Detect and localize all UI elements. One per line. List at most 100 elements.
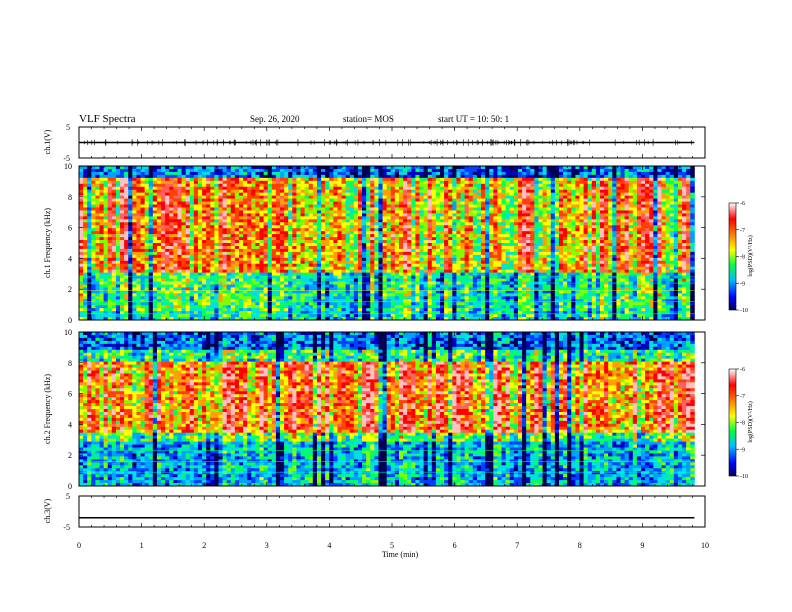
ch1-spectrogram-cell [390,195,396,199]
ch1-spectrogram-cell [292,213,297,217]
ch1-spectrogram-cell [206,299,211,303]
ch1-spectrogram-cell [341,275,347,279]
ch1-spectrogram-cell [415,234,420,238]
ch1-spectrogram-cell [386,195,392,199]
ch1-spectrogram-cell [325,243,330,247]
ch1-spectrogram-cell [329,210,334,214]
ch1-spectrogram-cell [349,189,355,194]
ch1-spectrogram-cell [111,266,117,271]
ch1-spectrogram-cell [333,183,338,188]
ch1-spectrogram-cell [321,248,326,253]
ch1-spectrogram-cell [288,231,293,235]
ch1-spectrogram-cell [144,210,150,214]
ch1-spectrogram-cell [132,317,137,321]
ch1-spectrogram-cell [189,171,195,176]
ch1-spectrogram-cell [333,195,338,199]
ch1-spectrogram-cell [411,248,416,253]
ch1-spectrogram-cell [390,168,396,173]
ch1-spectrogram-cell [111,228,117,232]
ch1-spectrogram-cell [415,266,420,271]
ch1-spectrogram-cell [325,299,330,303]
ch1-spectrogram-cell [259,180,265,185]
ch1-spectrogram-cell [407,293,412,297]
ch1-spectrogram-cell [214,204,219,208]
ch1-spectrogram-cell [103,213,109,217]
ch1-spectrogram-cell [136,311,141,315]
ch1-spectrogram-cell [275,290,281,294]
ch1-spectrogram-cell [427,248,433,253]
ch1-spectrogram-cell [91,195,96,199]
ch1-spectrogram-cell [169,171,174,176]
ch1-spectrogram-cell [300,216,306,220]
ch1-spectrogram-cell [349,302,355,306]
ch1-spectrogram-cell [120,213,125,217]
ch1-spectrogram-cell [255,296,260,300]
ch1-spectrogram-cell [255,186,260,191]
ch1-spectrogram-cell [300,287,306,291]
ch1-spectrogram-cell [382,245,388,250]
ch1-spectrogram-cell [247,189,252,194]
ch1-spectrogram-cell [267,293,273,297]
ch1-spectrogram-cell [115,192,121,197]
ch1-spectrogram-cell [140,251,146,256]
ch1-spectrogram-cell [169,272,174,276]
ch1-spectrogram-cell [202,192,207,197]
ch1-spectrogram-cell [427,177,433,182]
ch1-spectrogram-cell [185,180,191,185]
ch1-spectrogram-cell [238,299,244,303]
ch1-spectrogram-cell [210,237,215,241]
ch1-spectrogram-cell [366,177,371,182]
ch1-spectrogram-cell [259,317,265,321]
ch1-spectrogram-cell [382,213,388,217]
ch1-spectrogram-cell [411,314,416,318]
ch1-spectrogram-cell [337,216,342,220]
ch1-spectrogram-cell [288,260,293,265]
ch1-spectrogram-cell [440,302,445,306]
ch1-spectrogram-cell [308,290,314,294]
ch1-spectrogram-cell [435,272,441,276]
ch1-spectrogram-cell [107,219,113,223]
ch1-spectrogram-cell [308,186,314,191]
ch1-spectrogram-cell [156,260,162,265]
ch1-spectrogram-cell [378,275,383,279]
ch1-spectrogram-cell [156,198,162,202]
ch1-spectrogram-cell [370,216,375,220]
ch1-spectrogram-cell [435,219,441,223]
ch1-spectrogram-cell [111,296,117,300]
ch1-spectrogram-cell [448,305,453,309]
ch1-spectrogram-cell [394,266,400,271]
ch1-spectrogram-cell [284,189,289,194]
ch1-spectrogram-cell [386,243,392,247]
ch1-spectrogram-cell [95,287,100,291]
ch1-spectrogram-cell [419,257,424,262]
ch1-spectrogram-cell [140,207,146,211]
ch1-spectrogram-cell [136,207,141,211]
ch1-spectrogram-cell [271,225,277,229]
ch1-spectrogram-cell [353,166,359,170]
ch1-spectrogram-cell [394,257,400,262]
ch1-spectrogram-cell [374,228,379,232]
ch1-spectrogram-cell [337,177,342,182]
ch1-spectrogram-cell [136,275,141,279]
ch1-spectrogram-cell [218,260,223,265]
ch1-spectrogram-cell [251,299,256,303]
ch1-spectrogram-cell [193,213,199,217]
ch1-spectrogram-cell [107,266,113,271]
ch1-spectrogram-cell [325,210,330,214]
ch1-spectrogram-cell [444,234,449,238]
ch1-spectrogram-cell [95,180,100,185]
ch1-spectrogram-cell [197,296,203,300]
ch1-spectrogram-cell [120,243,125,247]
ch1-spectrogram-cell [169,314,174,318]
ch1-spectrogram-cell [255,213,260,217]
ch1-spectrogram-cell [238,254,244,259]
ch1-spectrogram-cell [111,275,117,279]
ch1-spectrogram-cell [321,240,326,244]
ch1-spectrogram-cell [136,216,141,220]
ch1-spectrogram-cell [312,219,318,223]
ch1-spectrogram-cell [255,216,260,220]
ch1-spectrogram-cell [312,287,318,291]
ch1-spectrogram-cell [337,317,342,321]
ch1-spectrogram-cell [87,243,92,247]
ch1-spectrogram-cell [366,275,371,279]
